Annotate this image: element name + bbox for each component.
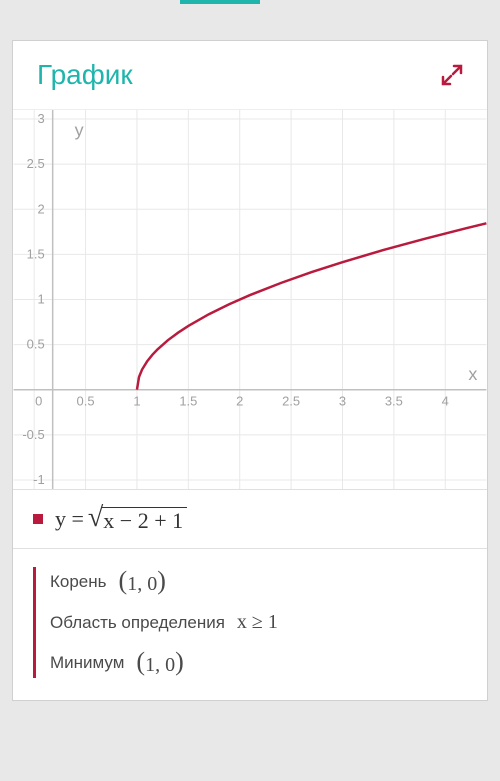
- svg-text:-1: -1: [33, 472, 45, 487]
- svg-text:1.5: 1.5: [179, 394, 197, 409]
- series-marker: [33, 514, 43, 524]
- properties-panel: Корень (1, 0) Область определения x ≥ 1 Мини…: [13, 549, 487, 700]
- property-label: Корень: [50, 572, 107, 592]
- svg-text:4: 4: [442, 394, 449, 409]
- card-title: График: [37, 59, 133, 91]
- property-value: x ≥ 1: [237, 611, 278, 634]
- tab-indicator: [180, 0, 260, 4]
- graph-card: График 0 0.5 1 1.5 2 2.5 3 3.5 4 -1 -0.5 0.5 1 1.5 2 2.…: [12, 40, 488, 701]
- property-value: (1, 0): [136, 648, 183, 678]
- property-label: Минимум: [50, 653, 124, 673]
- svg-text:3: 3: [339, 394, 346, 409]
- property-row: Минимум (1, 0): [50, 648, 467, 678]
- equation-lhs: y =: [55, 506, 84, 532]
- svg-text:1: 1: [133, 394, 140, 409]
- svg-text:0: 0: [35, 394, 42, 409]
- svg-text:0.5: 0.5: [77, 394, 95, 409]
- svg-text:2.5: 2.5: [27, 156, 45, 171]
- svg-text:3: 3: [37, 111, 44, 126]
- svg-text:x: x: [468, 364, 477, 384]
- equation-row[interactable]: y = √ x − 2 + 1: [13, 490, 487, 549]
- svg-text:1.5: 1.5: [27, 246, 45, 261]
- svg-text:3.5: 3.5: [385, 394, 403, 409]
- property-value: (1, 0): [119, 567, 166, 597]
- sqrt-argument: x − 2 + 1: [101, 507, 187, 534]
- svg-text:-0.5: -0.5: [22, 427, 44, 442]
- property-row: Корень (1, 0): [50, 567, 467, 597]
- chart-svg: 0 0.5 1 1.5 2 2.5 3 3.5 4 -1 -0.5 0.5 1 1.5 2 2.5 3 y x: [13, 110, 487, 489]
- sqrt-icon: √ x − 2 + 1: [88, 504, 187, 534]
- svg-text:2: 2: [37, 201, 44, 216]
- property-row: Область определения x ≥ 1: [50, 611, 467, 634]
- svg-text:1: 1: [37, 291, 44, 306]
- expand-icon[interactable]: [441, 64, 463, 86]
- svg-text:2: 2: [236, 394, 243, 409]
- svg-text:0.5: 0.5: [27, 337, 45, 352]
- chart-plot[interactable]: 0 0.5 1 1.5 2 2.5 3 3.5 4 -1 -0.5 0.5 1 1.5 2 2.5 3 y x: [13, 110, 487, 490]
- svg-text:2.5: 2.5: [282, 394, 300, 409]
- svg-text:y: y: [75, 120, 84, 140]
- card-header: График: [13, 41, 487, 110]
- equation-text: y = √ x − 2 + 1: [55, 504, 187, 534]
- property-label: Область определения: [50, 613, 225, 633]
